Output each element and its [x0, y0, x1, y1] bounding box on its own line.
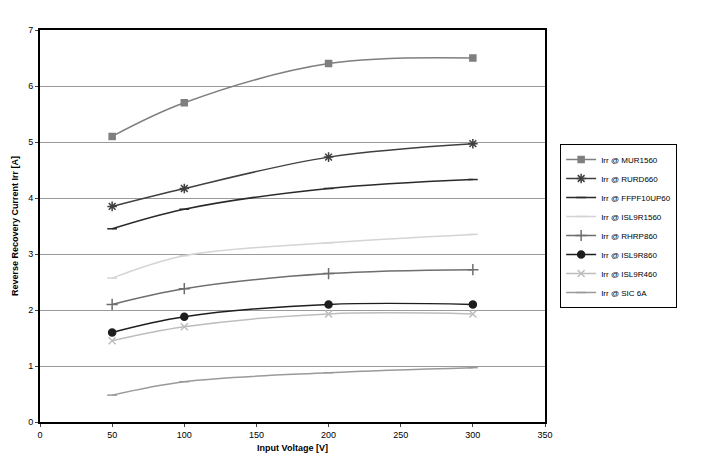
- svg-text:350: 350: [537, 430, 552, 440]
- svg-text:3: 3: [28, 249, 33, 259]
- svg-text:200: 200: [321, 430, 336, 440]
- svg-text:1: 1: [28, 361, 33, 371]
- svg-text:Irr @ RURD660: Irr @ RURD660: [601, 175, 658, 184]
- svg-text:300: 300: [465, 430, 480, 440]
- svg-text:Irr @ FFPF10UP60: Irr @ FFPF10UP60: [601, 194, 671, 203]
- svg-text:0: 0: [28, 417, 33, 427]
- svg-text:100: 100: [177, 430, 192, 440]
- svg-text:4: 4: [28, 193, 33, 203]
- svg-text:Irr @ ISL9R1560: Irr @ ISL9R1560: [601, 213, 662, 222]
- svg-text:5: 5: [28, 137, 33, 147]
- svg-text:Irr @ SIC 6A: Irr @ SIC 6A: [601, 289, 647, 298]
- svg-text:Irr @ ISL9R860: Irr @ ISL9R860: [601, 251, 657, 260]
- svg-text:6: 6: [28, 81, 33, 91]
- svg-text:Input Voltage [V]: Input Voltage [V]: [257, 443, 328, 453]
- svg-text:2: 2: [28, 305, 33, 315]
- svg-text:Irr @ ISL9R460: Irr @ ISL9R460: [601, 270, 657, 279]
- svg-text:Irr @ RHRP860: Irr @ RHRP860: [601, 232, 658, 241]
- svg-text:50: 50: [107, 430, 117, 440]
- svg-text:150: 150: [249, 430, 264, 440]
- svg-text:7: 7: [28, 25, 33, 35]
- svg-text:Reverse Recovery Current Irr [: Reverse Recovery Current Irr [A]: [10, 156, 20, 296]
- svg-text:0: 0: [37, 430, 42, 440]
- svg-text:Irr @ MUR1560: Irr @ MUR1560: [601, 156, 658, 165]
- svg-text:250: 250: [393, 430, 408, 440]
